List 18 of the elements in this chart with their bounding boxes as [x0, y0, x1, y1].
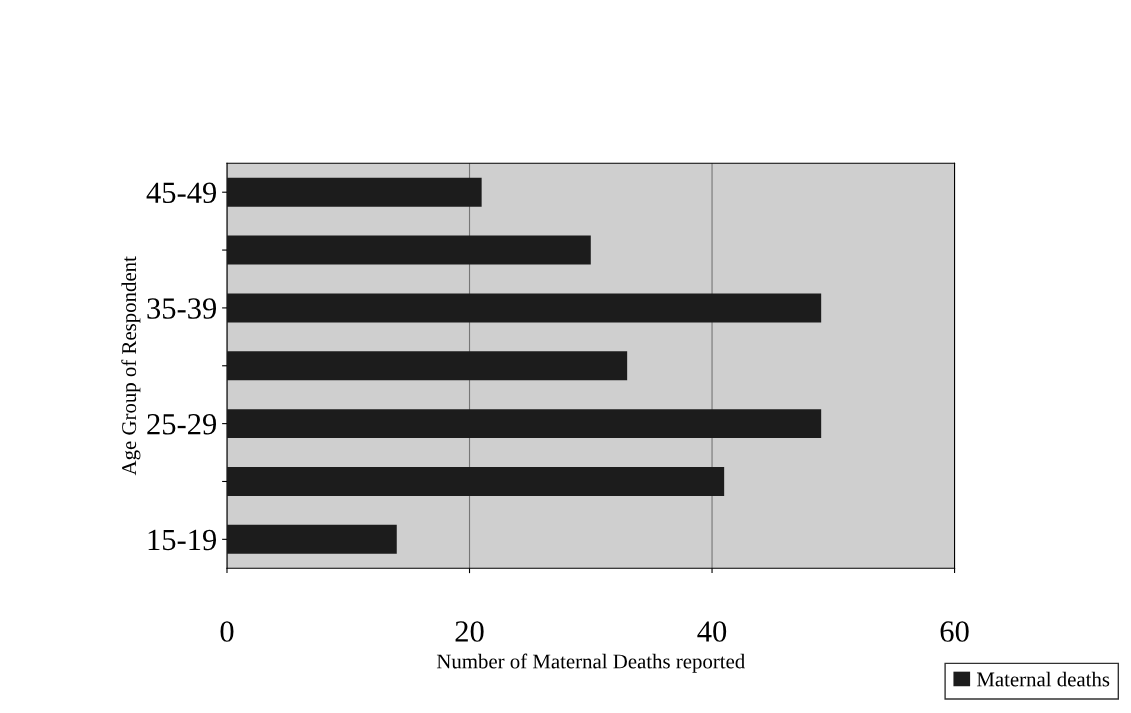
x-tick-label: 20: [455, 621, 484, 642]
bar: [226, 293, 822, 323]
x-axis-title: Number of Maternal Deaths reported: [436, 653, 745, 673]
bar: [226, 177, 482, 207]
y-tick-label: 15-19: [148, 529, 217, 551]
bar: [226, 409, 822, 439]
bar: [226, 524, 397, 554]
bar: [226, 467, 725, 496]
y-tick-label: 45-49: [146, 182, 217, 204]
y-tick-label: 35-39: [147, 298, 217, 319]
x-tick-label: 0: [220, 621, 234, 642]
bar: [226, 235, 591, 265]
y-axis-title: Age Group of Respondent: [121, 256, 141, 476]
y-tick-label: 25-29: [147, 413, 217, 435]
x-tick-label: 40: [697, 621, 727, 642]
legend-label: Maternal deaths: [976, 671, 1110, 687]
bar: [226, 351, 628, 381]
x-tick-label: 60: [940, 621, 969, 642]
